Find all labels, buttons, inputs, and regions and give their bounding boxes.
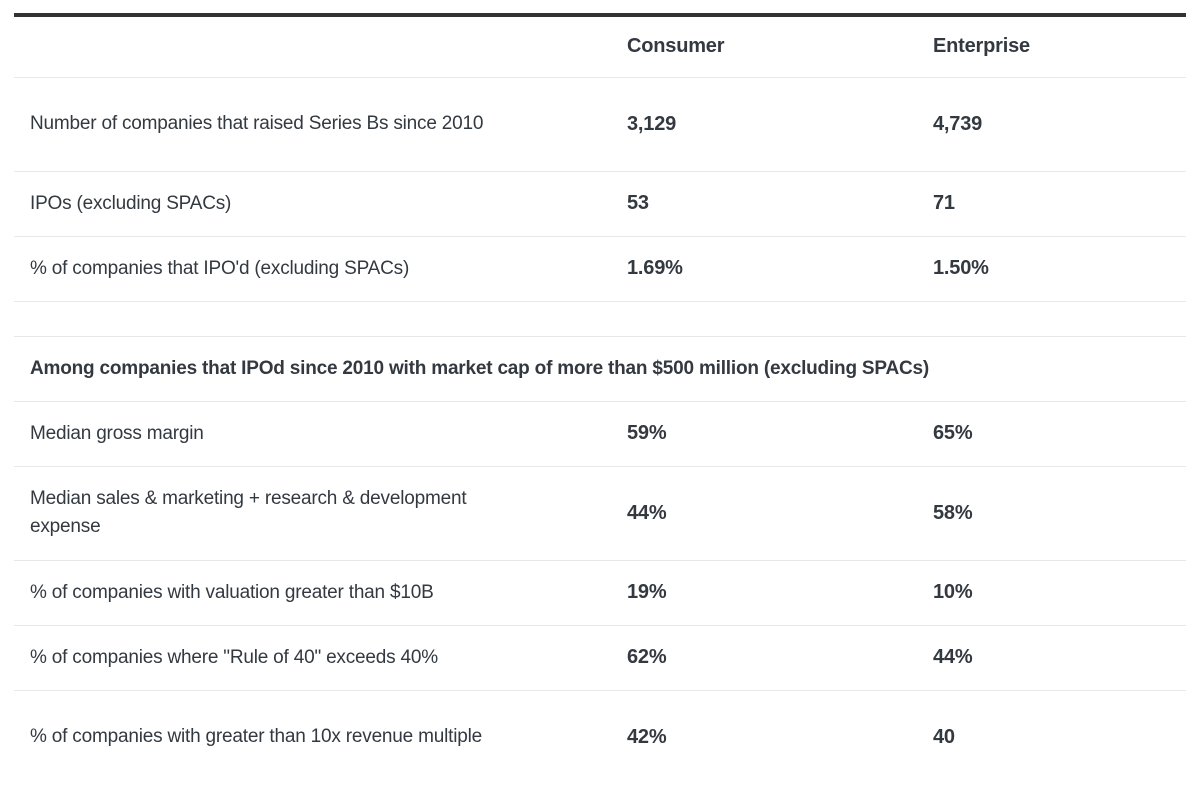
row-label: Median sales & marketing + research & de… xyxy=(30,488,467,537)
table-row-ipos: IPOs (excluding SPACs) 53 71 xyxy=(14,171,1186,236)
enterprise-value: 44% xyxy=(933,646,973,668)
row-label: Number of companies that raised Series B… xyxy=(30,113,484,134)
enterprise-value: 65% xyxy=(933,422,973,444)
table-row-gross-margin: Median gross margin 59% 65% xyxy=(14,401,1186,466)
row-label: Median gross margin xyxy=(30,422,204,444)
consumer-value: 44% xyxy=(627,501,667,524)
column-header-enterprise: Enterprise xyxy=(933,35,1030,58)
consumer-value: 42% xyxy=(627,725,667,748)
consumer-value: 62% xyxy=(627,646,667,668)
enterprise-value: 71 xyxy=(933,192,955,214)
row-label: % of companies with valuation greater th… xyxy=(30,581,434,603)
row-label: % of companies where "Rule of 40" exceed… xyxy=(30,646,438,668)
enterprise-value: 1.50% xyxy=(933,257,989,279)
consumer-value: 19% xyxy=(627,581,667,603)
row-label: % of companies that IPO'd (excluding SPA… xyxy=(30,257,410,279)
column-header-consumer: Consumer xyxy=(627,35,725,58)
enterprise-value: 58% xyxy=(933,501,973,524)
consumer-value: 59% xyxy=(627,422,667,444)
consumer-value: 3,129 xyxy=(627,112,677,135)
table-row-sm-rd-expense: Median sales & marketing + research & de… xyxy=(14,466,1186,560)
enterprise-value: 10% xyxy=(933,581,973,603)
table-row-10x-revenue-multiple: % of companies with greater than 10x rev… xyxy=(14,690,1186,784)
ipo-metrics-table: Consumer Enterprise Number of companies … xyxy=(14,13,1186,784)
enterprise-value: 40 xyxy=(933,725,955,748)
empty-header-cell xyxy=(14,15,627,77)
comparison-table: Consumer Enterprise Number of companies … xyxy=(14,13,1186,784)
consumer-value: 1.69% xyxy=(627,257,683,279)
section-header-row: Among companies that IPOd since 2010 wit… xyxy=(14,336,1186,401)
table-row-series-b-count: Number of companies that raised Series B… xyxy=(14,77,1186,171)
table-row-valuation-10b: % of companies with valuation greater th… xyxy=(14,560,1186,625)
row-label: IPOs (excluding SPACs) xyxy=(30,192,232,214)
table-row-rule-of-40: % of companies where "Rule of 40" exceed… xyxy=(14,625,1186,690)
spacer-cell xyxy=(14,301,1186,336)
spacer-row xyxy=(14,301,1186,336)
row-label: % of companies with greater than 10x rev… xyxy=(30,726,482,748)
table-header-row: Consumer Enterprise xyxy=(14,15,1186,77)
table-row-pct-ipod: % of companies that IPO'd (excluding SPA… xyxy=(14,236,1186,301)
enterprise-value: 4,739 xyxy=(933,112,983,135)
consumer-value: 53 xyxy=(627,192,649,214)
section-title: Among companies that IPOd since 2010 wit… xyxy=(30,357,930,379)
